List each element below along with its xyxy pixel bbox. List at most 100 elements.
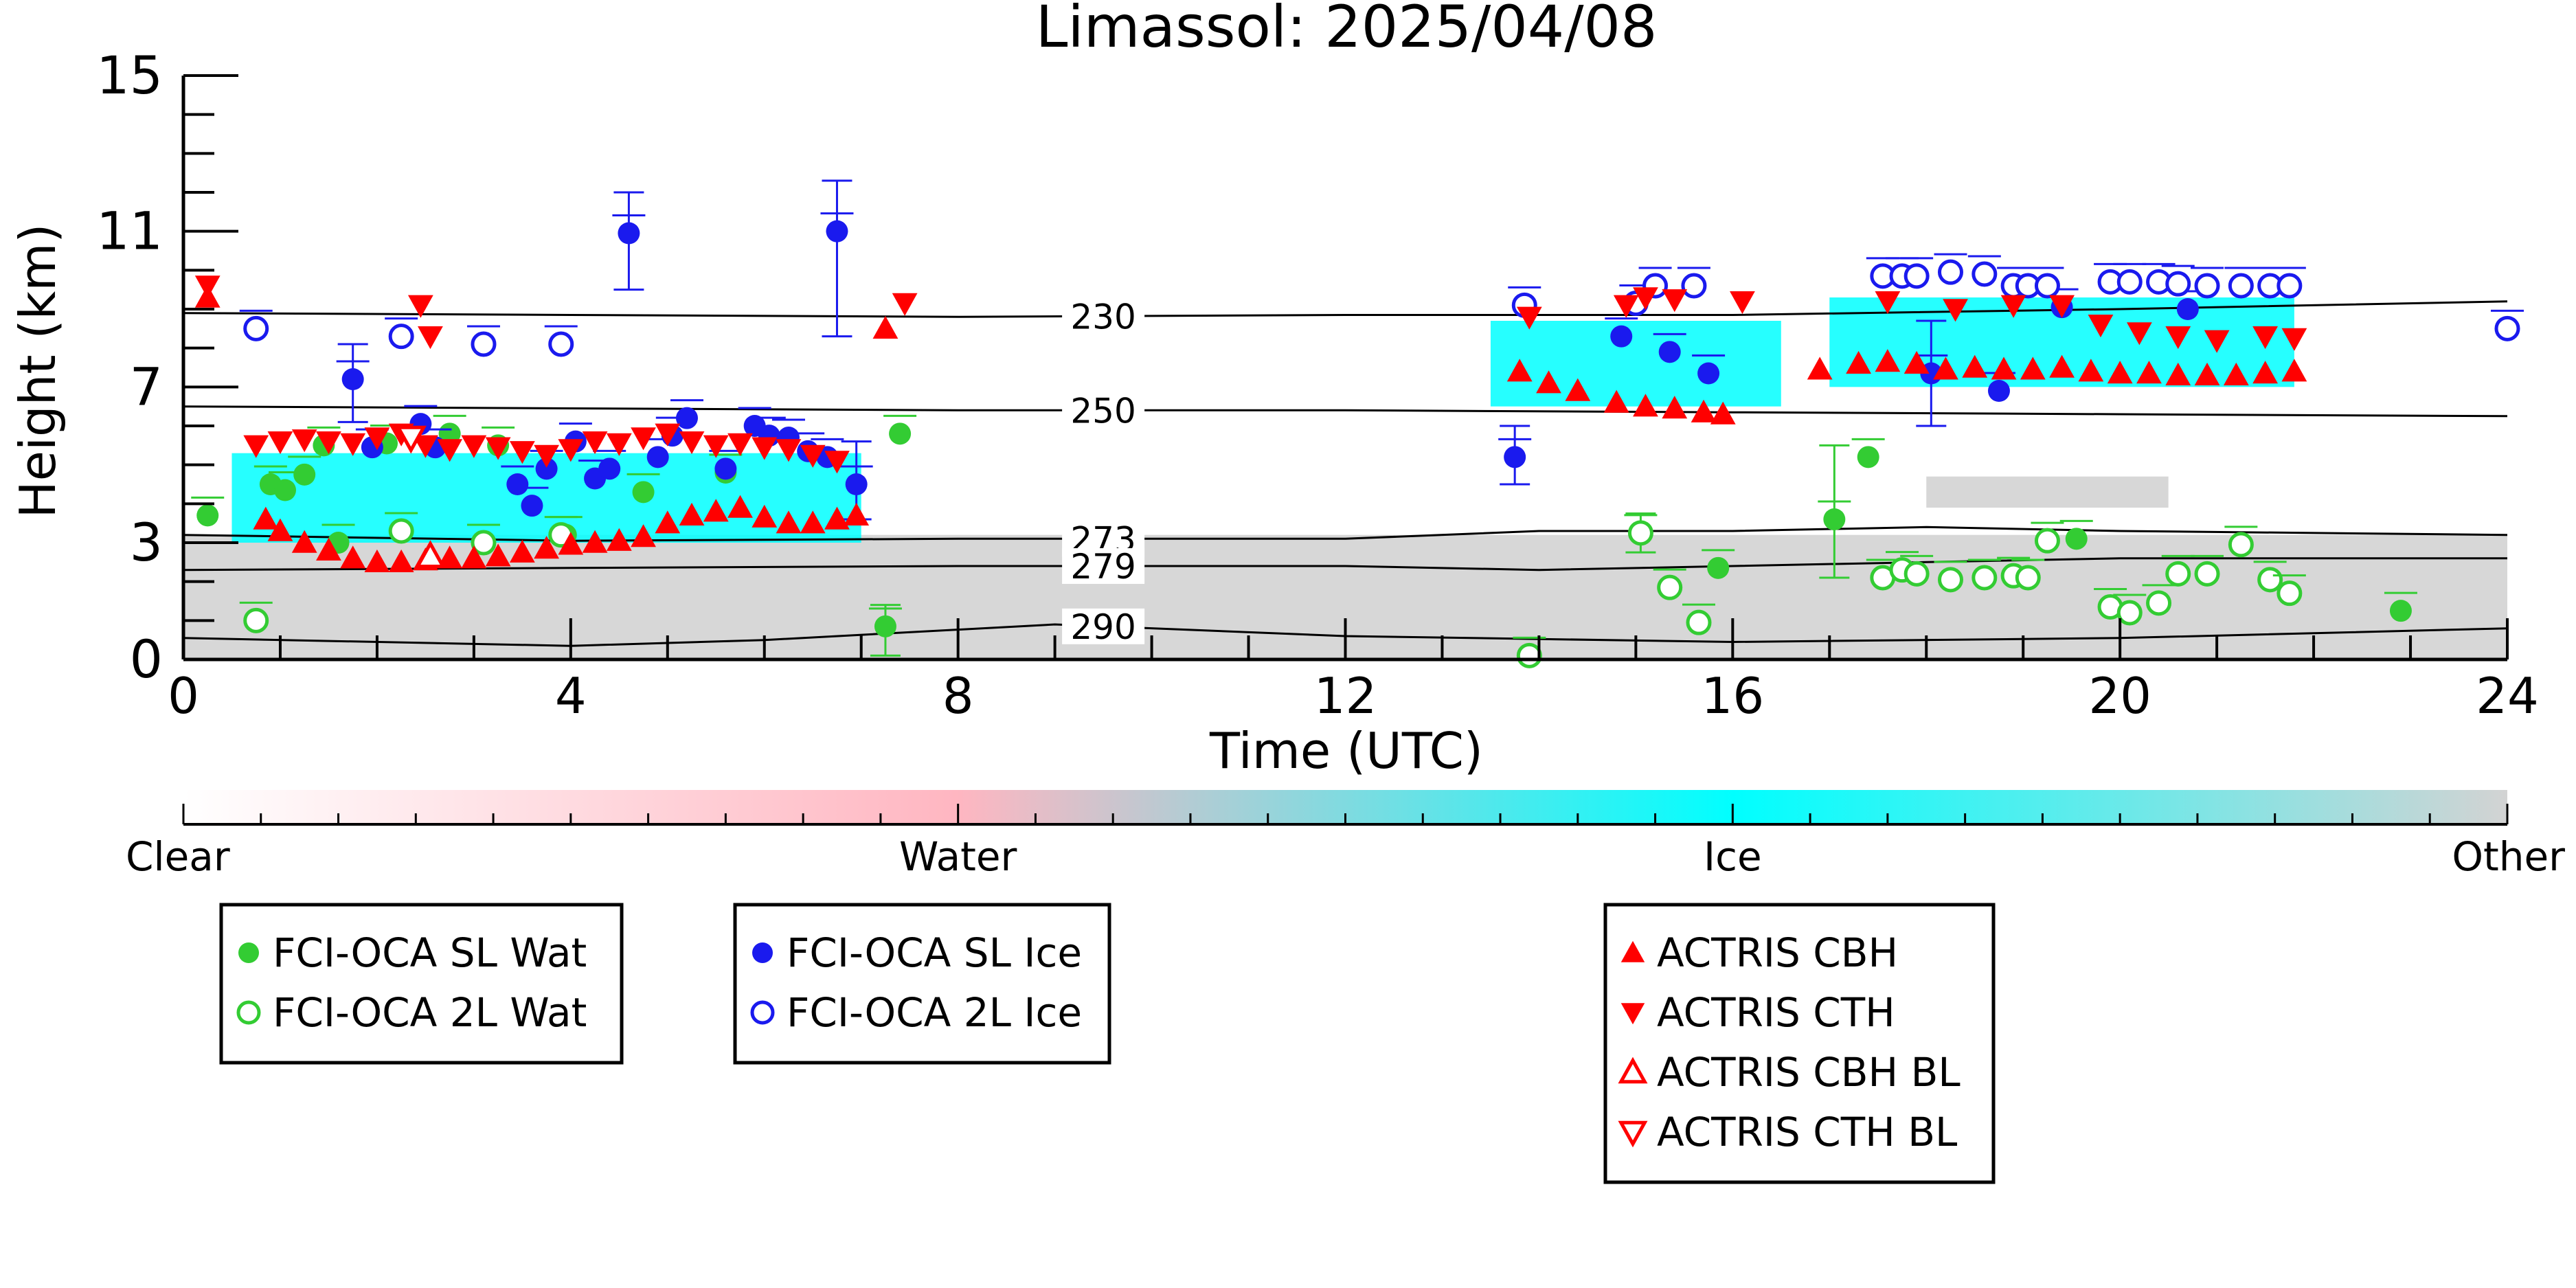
point-actris-cth-31	[1633, 287, 1658, 310]
point-fci-oca-2l-ice-15	[2034, 273, 2060, 299]
contour-label-279: 279	[1070, 547, 1136, 587]
point-fci-oca-2l-ice-0	[243, 315, 269, 341]
cloud-mask-ice-region-3	[1490, 321, 1781, 407]
point-actris-cbh-33	[1662, 396, 1688, 419]
point-fci-oca-sl-ice-9	[598, 457, 621, 480]
legend-marker-actris-cbh-bl	[1618, 1057, 1648, 1084]
point-actris-cbh-30	[1565, 378, 1591, 401]
legend-frame-0	[219, 903, 624, 1065]
point-actris-cth-25	[824, 451, 850, 474]
point-actris-cbh-5	[340, 545, 366, 569]
point-actris-cth-40	[2165, 326, 2191, 350]
point-fci-oca-2l-wat-10	[1903, 561, 1930, 587]
point-actris-cth-36	[2000, 295, 2026, 318]
point-fci-oca-2l-wat-0	[243, 607, 269, 633]
error-bar-1	[822, 179, 852, 338]
point-actris-cth-22	[752, 437, 778, 460]
chart-title: Limassol: 2025/04/08	[1036, 0, 1658, 60]
point-actris-cth-10	[461, 435, 487, 458]
legend-label-actris-cth-bl: ACTRIS CTH BL	[1657, 1109, 1957, 1155]
data-series	[191, 212, 2524, 668]
point-actris-cth-3	[291, 429, 317, 453]
point-actris-cbh-41	[1962, 354, 1988, 378]
point-actris-cbh-26	[844, 502, 870, 526]
point-fci-oca-sl-wat-12	[874, 615, 896, 637]
point-actris-cbh-21	[727, 495, 753, 518]
legend-marker-actris-cbh	[1620, 940, 1645, 962]
point-actris-cth-bl-0	[395, 425, 427, 454]
point-fci-oca-2l-ice-2	[471, 331, 497, 357]
colorbar-label-clear: Clear	[126, 833, 230, 880]
legend-frame-2	[1603, 903, 1996, 1184]
point-fci-oca-sl-wat-13	[889, 422, 912, 445]
legend-marker-fci-oca-2l-ice	[750, 1000, 775, 1025]
point-fci-oca-2l-wat-11	[1937, 567, 1963, 593]
y-tick-label-7: 7	[130, 356, 163, 417]
point-fci-oca-2l-ice-1	[388, 324, 414, 350]
point-actris-cbh-32	[1633, 394, 1658, 417]
point-fci-oca-2l-wat-22	[2257, 567, 2283, 593]
x-tick-label-8: 8	[942, 667, 974, 725]
point-actris-cbh-47	[2136, 361, 2162, 384]
legend-frame-1	[733, 903, 1111, 1065]
point-fci-oca-sl-ice-22	[1504, 446, 1526, 468]
point-actris-cth-29	[1516, 306, 1542, 330]
legend-marker-actris-cth-bl	[1618, 1120, 1648, 1148]
y-axis-label: Height (km)	[9, 224, 67, 519]
point-fci-oca-sl-ice-11	[646, 446, 669, 468]
point-actris-cth-15	[582, 431, 608, 455]
point-fci-oca-2l-ice-24	[2494, 315, 2520, 341]
point-actris-cbh-20	[703, 499, 729, 522]
point-actris-cth-1	[243, 435, 269, 458]
point-actris-cbh-40	[1933, 357, 1958, 380]
contour-label-bg-290	[1062, 608, 1145, 644]
point-fci-oca-2l-ice-3	[548, 331, 574, 357]
contour-line-230	[183, 300, 2508, 318]
legend-label-fci-oca-sl-ice: FCI-OCA SL Ice	[787, 929, 1082, 976]
point-actris-cth-21	[727, 433, 753, 456]
cloud-mask-other-region-1	[1926, 476, 2169, 508]
legend-box-0: FCI-OCA SL Wat FCI-OCA 2L Wat	[219, 903, 624, 1065]
legend-label-fci-oca-sl-wat: FCI-OCA SL Wat	[273, 929, 587, 976]
point-actris-cbh-34	[1691, 399, 1717, 422]
legend-area: FCI-OCA SL Wat FCI-OCA 2L Wat FCI-OCA SL I…	[219, 903, 1996, 1184]
point-actris-cth-19	[679, 431, 705, 455]
point-fci-oca-sl-ice-6	[535, 457, 558, 480]
y-tick-label-3: 3	[130, 512, 163, 573]
point-fci-oca-2l-ice-12	[1971, 261, 1998, 287]
point-actris-cbh-31	[1603, 389, 1629, 413]
point-fci-oca-2l-wat-6	[1686, 609, 1712, 635]
legend-label-fci-oca-2l-ice: FCI-OCA 2L Ice	[787, 989, 1082, 1036]
legend-label-actris-cbh: ACTRIS CBH	[1657, 929, 1898, 976]
x-tick-label-24: 24	[2476, 667, 2539, 725]
point-fci-oca-2l-wat-19	[2165, 561, 2191, 587]
legend-label-fci-oca-2l-wat: FCI-OCA 2L Wat	[273, 989, 587, 1036]
point-actris-cth-13	[534, 444, 559, 468]
y-tick-label-15: 15	[96, 45, 163, 106]
point-fci-oca-2l-ice-21	[2228, 273, 2254, 299]
point-fci-oca-2l-ice-23	[2276, 273, 2303, 299]
point-actris-cbh-15	[582, 530, 608, 553]
point-fci-oca-sl-ice-23	[1610, 325, 1633, 348]
point-actris-cbh-38	[1875, 349, 1901, 372]
contour-label-bg-230	[1062, 298, 1145, 335]
point-fci-oca-2l-ice-17	[2116, 269, 2143, 295]
point-actris-cth-9	[437, 439, 463, 462]
point-actris-cbh-24	[800, 510, 826, 534]
legend-marker-fci-oca-sl-ice	[752, 942, 773, 963]
point-fci-oca-sl-ice-24	[1658, 341, 1681, 363]
point-fci-oca-sl-ice-27	[1987, 380, 2010, 402]
contour-label-250: 250	[1070, 391, 1136, 431]
series-actris-cth-bl	[395, 425, 427, 454]
point-fci-oca-sl-wat-17	[2065, 528, 2088, 550]
point-fci-oca-2l-wat-1	[388, 518, 414, 544]
point-actris-cth-28	[892, 293, 918, 316]
point-fci-oca-sl-ice-0	[341, 368, 364, 390]
legend-marker-actris-cth	[1620, 1003, 1645, 1025]
point-fci-oca-sl-ice-10	[618, 222, 640, 245]
point-actris-cbh-16	[606, 528, 632, 551]
point-fci-oca-2l-wat-18	[2146, 590, 2172, 616]
series-actris-cbh	[194, 284, 2307, 573]
point-fci-oca-2l-wat-12	[1971, 565, 1998, 591]
